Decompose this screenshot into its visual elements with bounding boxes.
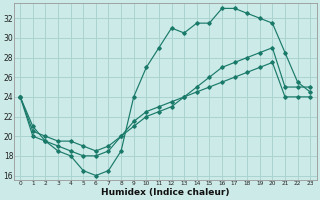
X-axis label: Humidex (Indice chaleur): Humidex (Indice chaleur) xyxy=(101,188,229,197)
